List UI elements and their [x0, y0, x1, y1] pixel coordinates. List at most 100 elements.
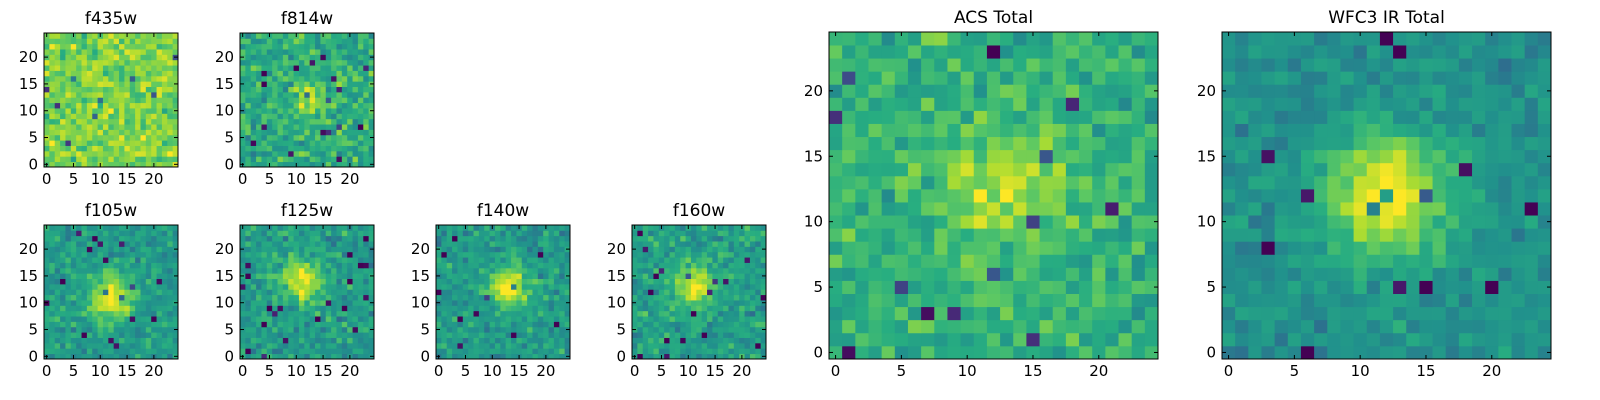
heatmap-cell — [537, 257, 544, 263]
heatmap-cell — [347, 332, 353, 338]
heatmap-cell — [167, 129, 174, 136]
heatmap-cell — [86, 108, 93, 114]
heatmap-cell — [70, 241, 77, 247]
heatmap-cell — [97, 59, 104, 66]
heatmap-cell — [947, 162, 961, 177]
heatmap-cell — [744, 326, 751, 333]
heatmap-cell — [642, 278, 649, 285]
heatmap-cell — [1379, 332, 1394, 347]
heatmap-cell — [250, 241, 257, 247]
heatmap-cell — [749, 348, 756, 355]
heatmap-cell — [363, 310, 370, 317]
heatmap-cell — [637, 235, 644, 242]
heatmap-cell — [494, 251, 501, 258]
heatmap-cell — [553, 235, 560, 242]
heatmap-cell — [86, 348, 93, 355]
heatmap-cell — [65, 108, 72, 114]
heatmap-cell — [986, 136, 1001, 151]
heatmap-cell — [680, 278, 686, 285]
heatmap-cell — [161, 257, 168, 263]
heatmap-cell — [511, 348, 517, 355]
heatmap-cell — [707, 246, 713, 253]
heatmap-cell — [250, 294, 257, 301]
heatmap-cell — [934, 45, 948, 59]
heatmap-cell — [352, 102, 359, 109]
heatmap-cell — [49, 108, 56, 114]
heatmap-cell — [331, 108, 337, 114]
heatmap-cell — [1052, 123, 1067, 138]
heatmap-cell — [161, 326, 168, 333]
heatmap-cell — [140, 59, 147, 66]
heatmap-cell — [1472, 293, 1486, 308]
heatmap-cell — [124, 49, 131, 55]
heatmap-cell — [744, 294, 751, 301]
heatmap-cell — [298, 102, 305, 109]
heatmap-cell — [868, 149, 883, 164]
heatmap-cell — [1300, 293, 1315, 308]
heatmap-cell — [256, 278, 262, 285]
heatmap-cell — [1079, 345, 1093, 360]
heatmap-cell — [712, 326, 719, 333]
heatmap-cell — [701, 332, 708, 338]
heatmap-cell — [261, 150, 268, 157]
heatmap-cell — [277, 145, 284, 152]
heatmap-cell — [266, 65, 273, 71]
heatmap-cell — [347, 140, 353, 146]
heatmap-cell — [102, 102, 109, 109]
heatmap-cell — [934, 175, 948, 190]
heatmap-cell — [1105, 110, 1119, 124]
heatmap-cell — [717, 225, 724, 231]
heatmap-cell — [167, 289, 174, 296]
heatmap-cell — [521, 278, 528, 285]
heatmap-cell — [156, 310, 163, 317]
heatmap-cell — [478, 262, 485, 269]
heatmap-cell — [1511, 345, 1526, 360]
heatmap-cell — [1327, 332, 1341, 347]
heatmap-cell — [113, 267, 120, 274]
heatmap-cell — [97, 124, 104, 130]
heatmap-cell — [829, 332, 843, 347]
heatmap-cell — [70, 310, 77, 317]
heatmap-cell — [309, 251, 316, 258]
heatmap-cell — [1393, 162, 1407, 177]
heatmap-cell — [648, 225, 654, 231]
heatmap-cell — [140, 241, 147, 247]
heatmap-cell — [49, 353, 56, 360]
heatmap-cell — [855, 215, 869, 229]
heatmap-cell — [537, 289, 544, 296]
heatmap-cell — [1105, 97, 1119, 111]
heatmap-cell — [320, 294, 327, 301]
heatmap-cell — [548, 251, 555, 258]
heatmap-cell — [1039, 215, 1054, 229]
heatmap-cell — [135, 70, 141, 77]
heatmap-cell — [1274, 162, 1289, 177]
heatmap-cell — [119, 156, 125, 163]
heatmap-cell — [1092, 202, 1106, 216]
heatmap-cell — [642, 310, 649, 317]
heatmap-cell — [76, 59, 82, 66]
heatmap-cell — [1524, 175, 1539, 190]
heatmap-cell — [272, 262, 278, 269]
heatmap-cell — [140, 38, 147, 45]
heatmap-cell — [102, 65, 109, 71]
heatmap-cell — [559, 321, 566, 328]
heatmap-cell — [331, 156, 337, 163]
heatmap-cell — [632, 257, 638, 263]
heatmap-cell — [548, 267, 555, 274]
heatmap-cell — [648, 316, 654, 322]
x-tick-label: 0 — [630, 362, 640, 380]
heatmap-cell — [1472, 332, 1486, 347]
heatmap-cell — [49, 262, 56, 269]
heatmap-cell — [947, 254, 961, 268]
heatmap-cell — [261, 326, 268, 333]
heatmap-cell — [336, 43, 343, 50]
heatmap-cell — [331, 262, 337, 269]
heatmap-cell — [1432, 332, 1447, 347]
heatmap-cell — [240, 113, 246, 120]
heatmap-cell — [119, 316, 125, 322]
heatmap-cell — [309, 75, 316, 82]
heatmap-cell — [907, 84, 922, 98]
heatmap-cell — [282, 54, 289, 61]
heatmap-cell — [102, 246, 109, 253]
heatmap-cell — [266, 262, 273, 269]
